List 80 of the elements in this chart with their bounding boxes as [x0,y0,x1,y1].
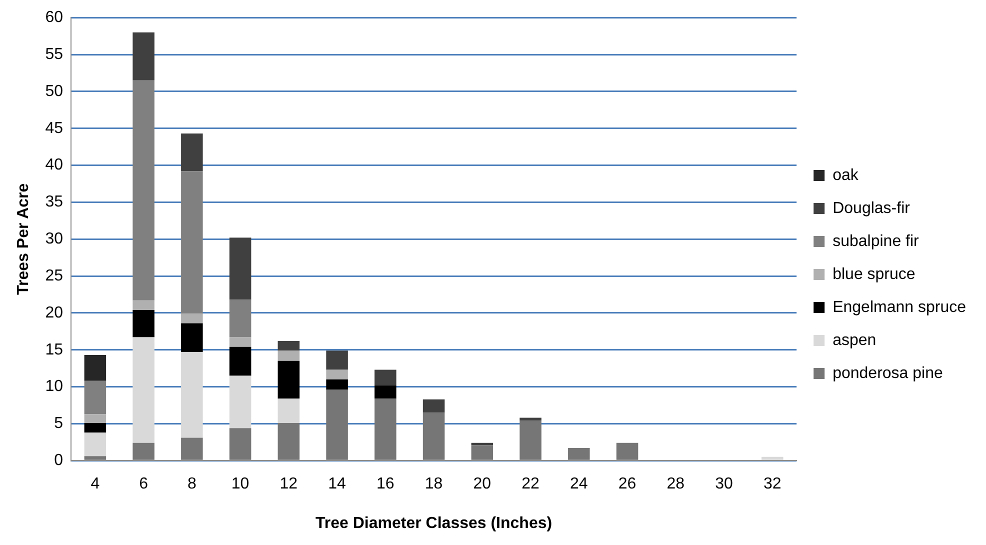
x-tick-label: 10 [231,476,250,493]
y-tick-label: 5 [54,415,64,432]
y-axis-title: Trees Per Acre [15,183,32,295]
x-tick-label: 18 [424,476,443,493]
bar [326,390,348,460]
bar [132,300,154,310]
bar [422,399,445,413]
bar [181,352,203,438]
legend-label: Engelmann spruce [832,298,966,316]
x-tick-label: 32 [764,476,782,493]
x-tick-label: 16 [376,476,394,493]
bar [326,370,348,380]
y-tick-label: 40 [45,156,64,174]
y-tick-label: 10 [45,378,64,396]
bar [229,376,252,428]
bar [181,171,203,314]
y-tick-label: 60 [45,9,64,26]
bar [132,310,154,338]
bar [84,414,106,423]
bar [568,448,590,460]
y-tick-label: 45 [45,120,64,137]
bar [762,456,784,460]
y-tick-label: 15 [45,341,64,358]
bar [132,32,154,80]
bar [229,337,252,347]
y-tick-label: 25 [45,267,64,284]
bar [374,385,396,399]
x-tick-label: 28 [666,476,685,493]
bar [278,422,300,460]
bar [132,442,154,460]
y-tick-label: 55 [45,46,64,63]
x-tick-label: 20 [473,476,492,493]
y-tick-label: 35 [45,194,64,211]
bar [229,300,252,338]
bar [132,337,154,443]
bar [374,398,396,460]
bar [84,422,106,433]
bar [84,355,106,381]
legend-label: Douglas-fir [832,200,911,217]
bar [471,445,494,460]
y-tick-label: 0 [54,452,64,470]
bar [181,438,203,460]
bar [422,412,445,460]
x-axis-title: Tree Diameter Classes (Inches) [316,514,552,532]
x-tick-label: 4 [90,476,100,493]
bar [84,432,106,456]
bar [278,360,300,399]
bar [278,340,300,351]
bar [84,380,106,414]
x-tick-label: 12 [280,476,298,493]
bar [229,428,252,460]
x-tick-label: 22 [522,476,540,493]
bar [132,80,154,300]
x-tick-label: 24 [570,476,588,493]
bar [520,420,542,460]
legend-label: aspen [832,332,876,349]
legend-label: oak [832,166,860,184]
bar [181,314,203,324]
bar [374,370,396,386]
y-tick-label: 30 [45,230,64,248]
bar [278,398,300,423]
bar [616,442,638,460]
bar [278,350,300,361]
x-tick-label: 6 [139,476,148,493]
x-tick-label: 26 [618,476,636,493]
y-tick-label: 20 [45,304,64,322]
legend-label: subalpine fir [832,232,920,250]
bar [181,134,203,172]
x-tick-label: 30 [715,476,734,493]
bar [229,346,252,376]
x-tick-label: 8 [187,476,196,493]
bar [229,238,252,300]
legend-label: blue spruce [832,266,916,283]
legend-label: ponderosa pine [832,364,943,382]
bar [326,350,348,370]
x-tick-label: 14 [328,476,346,493]
bar [326,379,348,390]
bar [84,456,106,460]
bar [181,323,203,352]
y-tick-label: 50 [45,82,64,100]
